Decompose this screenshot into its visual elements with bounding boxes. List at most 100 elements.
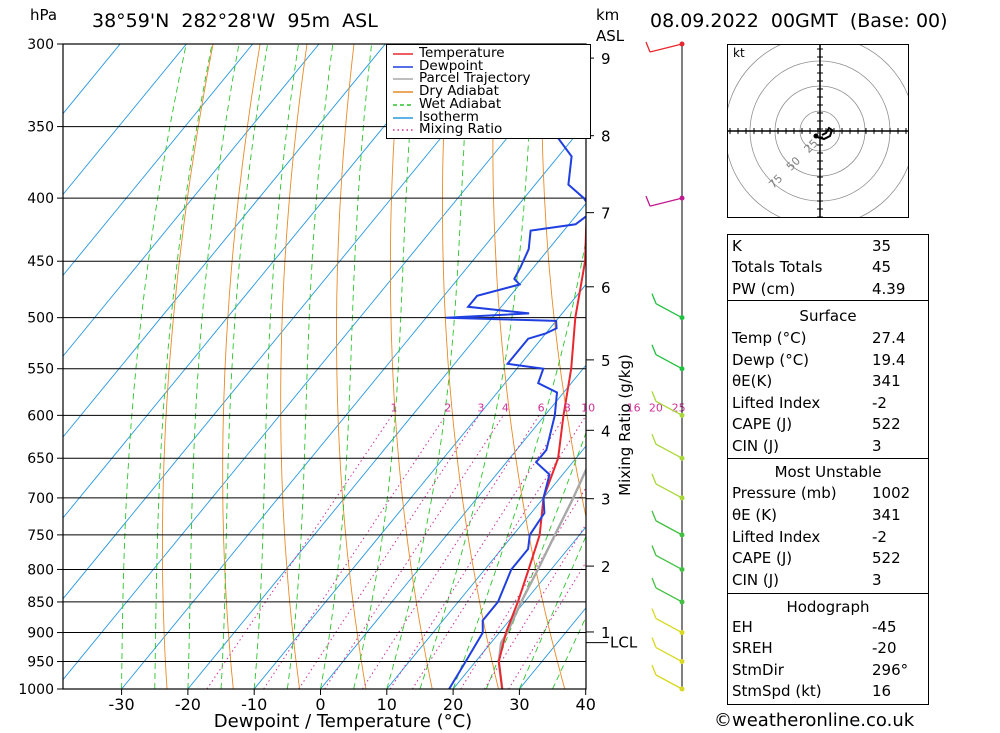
hodograph-stat-row: StmDir 296°: [732, 660, 922, 681]
legend-swatch: [393, 129, 413, 131]
legend-item: Temperature: [391, 45, 587, 61]
isotherm-line: [253, 283, 586, 689]
temperature-tick-label: -30: [109, 695, 135, 714]
wet-adiabat-line: [485, 431, 586, 689]
index-value: 35: [872, 237, 892, 255]
isotherm-line: [386, 445, 586, 689]
isotherm-line: [63, 44, 320, 357]
most-unstable-title: Most Unstable: [774, 463, 882, 481]
isotherm-line: [121, 121, 586, 689]
temperature-tick-label: 40: [576, 695, 596, 714]
indices-panel: K 35 Totals Totals 45 PW (cm) 4.39: [727, 234, 929, 302]
wet-adiabat-line: [320, 44, 373, 689]
legend-item: Dry Adiabat: [391, 83, 587, 99]
location-title: 38°59'N 282°28'W 95m ASL: [92, 10, 378, 32]
most-unstable-value: 1002: [872, 484, 911, 502]
surface-label: Temp (°C): [732, 329, 807, 347]
isotherm-line: [187, 202, 586, 689]
wet-adiabat-line: [286, 44, 334, 689]
hodograph-stat-value: -45: [872, 618, 897, 636]
isotherm-line: [63, 44, 386, 438]
wind-barb-feather: [651, 433, 657, 445]
mixing-ratio-label: 3: [477, 401, 484, 414]
wind-barb-feather: [651, 344, 657, 355]
hodograph-stat-label: EH: [732, 618, 753, 636]
dewpoint-series: [445, 44, 586, 689]
mixing-ratio-line: [389, 415, 566, 689]
pressure-label: 300: [27, 37, 54, 53]
hodograph-stat-value: 296°: [872, 660, 909, 679]
most-unstable-row: Lifted Index -2: [732, 527, 922, 548]
mixing-ratio-label: 16: [627, 401, 641, 414]
surface-value: 3: [872, 436, 882, 455]
dry-adiabat-line: [442, 44, 499, 689]
isotherm-line: [63, 44, 187, 196]
most-unstable-label: CIN (J): [732, 571, 780, 590]
height-tick-label: 7: [601, 205, 611, 223]
hodograph-stats-panel: Hodograph EH -45 SREH -20 StmDir 296° StmSpd (…: [727, 593, 929, 705]
mixing-ratio-label: 4: [502, 401, 509, 414]
height-tick-label: 8: [601, 128, 611, 146]
plot-frame: [62, 43, 587, 690]
mixing-ratio-label: 2: [444, 401, 451, 414]
most-unstable-row: θE (K) 341: [732, 505, 922, 526]
isotherm-line: [319, 364, 586, 689]
wind-barb-shaft: [655, 617, 683, 634]
wind-barb-feather: [645, 41, 651, 53]
wind-barb-shaft: [655, 520, 683, 536]
wet-adiabat-line: [220, 44, 269, 689]
temperature-tick-label: 10: [377, 695, 397, 714]
hodograph-title: Hodograph: [786, 598, 870, 616]
copyright-footer: ©weatheronline.co.uk: [714, 710, 915, 731]
legend-swatch: [393, 78, 413, 81]
isotherm-line: [63, 44, 254, 277]
wind-barb-feather: [651, 473, 657, 485]
hodograph-stat-row: EH -45: [732, 617, 922, 638]
height-tick-label: 6: [601, 279, 611, 297]
legend-swatch: [393, 53, 413, 55]
wind-barb-shaft: [655, 646, 683, 663]
surface-label: θE(K): [732, 372, 773, 390]
wet-adiabat-line: [419, 44, 535, 689]
legend: Temperature Dewpoint Parcel Trajectory Dry …: [386, 44, 591, 139]
storm-motion-marker: [813, 133, 819, 139]
wind-barb-feather: [651, 664, 657, 676]
wind-barb-feather: [651, 637, 657, 648]
asl-label: ASL: [596, 27, 625, 45]
legend-label: Isotherm: [419, 108, 479, 125]
most-unstable-label: Lifted Index: [732, 527, 821, 546]
pressure-label: 800: [27, 562, 54, 578]
wind-barb-shaft: [655, 483, 683, 499]
legend-label: Wet Adiabat: [419, 95, 502, 112]
wind-barb-feather: [651, 545, 657, 556]
wind-barb-feather: [645, 195, 651, 207]
most-unstable-label: Pressure (mb): [732, 484, 837, 502]
mixing-ratio-label: 6: [538, 401, 545, 414]
hodograph-stat-label: StmDir: [732, 660, 784, 679]
pressure-label: 500: [27, 311, 54, 327]
index-row: K 35: [732, 236, 922, 257]
pressure-label: 700: [27, 491, 54, 507]
dry-adiabat-line: [222, 44, 261, 689]
hpa-label: hPa: [30, 6, 58, 24]
height-tick-label: 4: [601, 422, 611, 440]
legend-item: Isotherm: [391, 108, 587, 125]
mixing-ratio-label: 20: [649, 401, 663, 414]
surface-value: 19.4: [872, 350, 906, 369]
height-tick-label: 3: [601, 491, 611, 509]
surface-row: θE(K) 341: [732, 371, 922, 392]
most-unstable-label: θE (K): [732, 505, 777, 524]
temperature-tick-label: 30: [509, 695, 529, 714]
hodograph-ring-label: 50: [784, 154, 803, 173]
most-unstable-row: CIN (J) 3: [732, 570, 922, 591]
surface-row: Temp (°C) 27.4: [732, 328, 922, 349]
wet-adiabat-line: [353, 44, 418, 689]
mixing-ratio-line: [324, 415, 504, 689]
legend-item: Parcel Trajectory: [391, 70, 587, 86]
index-value: 4.39: [872, 279, 906, 298]
pressure-label: 400: [27, 191, 54, 207]
legend-label: Dewpoint: [419, 57, 484, 74]
temperature-series: [497, 201, 586, 689]
dry-adiabat-line: [162, 44, 214, 689]
